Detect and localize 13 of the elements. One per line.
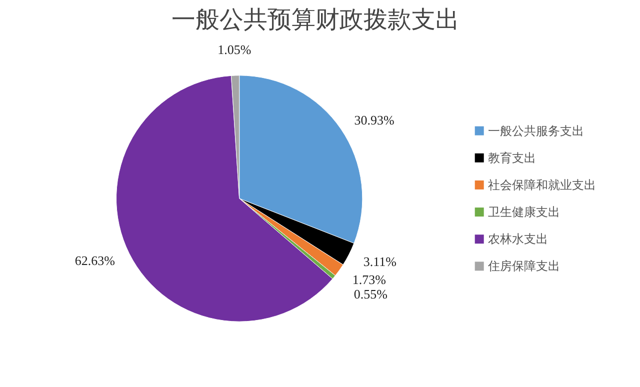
legend-label: 教育支出	[488, 150, 536, 165]
legend-label: 一般公共服务支出	[488, 124, 584, 138]
data-label: 62.63%	[74, 253, 116, 268]
data-label: 1.73%	[352, 272, 386, 288]
data-label: 30.93%	[354, 112, 394, 128]
data-label: 0.55%	[354, 286, 388, 302]
data-label: 1.05%	[218, 42, 252, 58]
legend-label: 农林水支出	[488, 232, 548, 246]
chart-title: 一般公共预算财政拨款支出	[172, 8, 460, 34]
legend-label: 卫生健康支出	[488, 205, 560, 220]
legend-label: 住房保障支出	[486, 259, 560, 274]
data-label: 3.11%	[363, 254, 397, 270]
legend-label: 社会保障和就业支出	[488, 178, 596, 192]
